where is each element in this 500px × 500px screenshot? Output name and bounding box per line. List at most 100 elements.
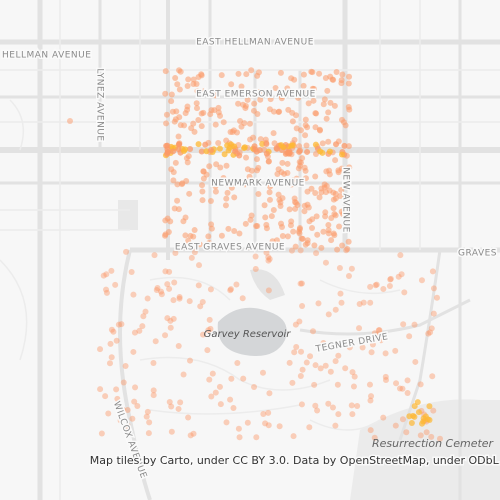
point: [263, 221, 270, 228]
point: [325, 400, 332, 407]
point: [300, 71, 307, 78]
street-label: NEW AVENUE: [341, 167, 351, 233]
point: [142, 308, 149, 315]
point: [326, 148, 333, 155]
point: [227, 396, 234, 403]
point: [167, 317, 174, 324]
point: [224, 142, 231, 149]
point: [223, 162, 230, 169]
point: [336, 223, 343, 230]
point: [368, 393, 375, 400]
point: [178, 181, 185, 188]
point: [280, 144, 287, 151]
point: [244, 419, 251, 426]
point: [312, 173, 319, 180]
point: [235, 89, 242, 96]
point: [207, 325, 214, 332]
point: [259, 369, 266, 376]
point: [112, 281, 119, 288]
point: [314, 407, 321, 414]
point: [266, 106, 273, 113]
point: [228, 81, 235, 88]
point: [171, 118, 178, 125]
point: [345, 80, 352, 87]
point: [332, 358, 339, 365]
point: [176, 114, 183, 121]
point: [108, 354, 115, 361]
point: [175, 146, 182, 153]
point: [242, 90, 249, 97]
point: [248, 67, 255, 74]
point: [393, 380, 400, 387]
point: [277, 203, 284, 210]
point: [225, 225, 232, 232]
point: [332, 422, 339, 429]
reservoir: [217, 307, 287, 356]
point: [273, 145, 280, 152]
point: [296, 148, 303, 155]
point: [206, 163, 213, 170]
point: [313, 250, 320, 257]
point: [250, 134, 257, 141]
point: [197, 303, 204, 310]
point: [338, 187, 345, 194]
point: [124, 407, 131, 414]
point: [144, 295, 151, 302]
point: [322, 213, 329, 220]
point: [200, 331, 207, 338]
point: [400, 321, 407, 328]
point: [191, 249, 198, 256]
point: [205, 233, 212, 240]
point: [199, 188, 206, 195]
point: [255, 69, 262, 76]
point: [372, 282, 379, 289]
point: [180, 218, 187, 225]
point: [174, 81, 181, 88]
point: [329, 404, 336, 411]
point: [296, 143, 303, 150]
point: [166, 398, 173, 405]
point: [170, 148, 177, 155]
street-label: EAST HELLMAN AVENUE: [196, 38, 314, 48]
point: [322, 74, 329, 81]
point: [170, 297, 177, 304]
point: [297, 247, 304, 254]
point: [433, 294, 440, 301]
point: [318, 189, 325, 196]
point: [177, 399, 184, 406]
point: [163, 111, 170, 118]
point: [220, 119, 227, 126]
point: [275, 240, 282, 247]
point: [337, 290, 344, 297]
point: [301, 208, 308, 215]
point: [269, 238, 276, 245]
point: [184, 106, 191, 113]
street-label: NEWMARK AVENUE: [211, 179, 305, 189]
point: [253, 223, 260, 230]
point: [348, 265, 355, 272]
street-label: HELLMAN AVENUE: [2, 51, 91, 61]
point: [118, 321, 125, 328]
point: [252, 253, 259, 260]
point: [395, 273, 402, 280]
point: [132, 384, 139, 391]
point: [298, 401, 305, 408]
point: [270, 130, 277, 137]
point: [406, 413, 413, 420]
street-label: EAST GRAVES AVENUE: [175, 243, 285, 253]
point: [134, 402, 141, 409]
point: [392, 422, 399, 429]
point: [302, 132, 309, 139]
point: [338, 208, 345, 215]
points: [67, 67, 443, 442]
point: [342, 122, 349, 129]
point: [404, 377, 411, 384]
point: [190, 76, 197, 83]
point: [271, 140, 278, 147]
point: [140, 313, 147, 320]
point: [177, 122, 184, 129]
point: [120, 379, 127, 386]
point: [377, 337, 384, 344]
point: [164, 142, 171, 149]
point: [286, 206, 293, 213]
